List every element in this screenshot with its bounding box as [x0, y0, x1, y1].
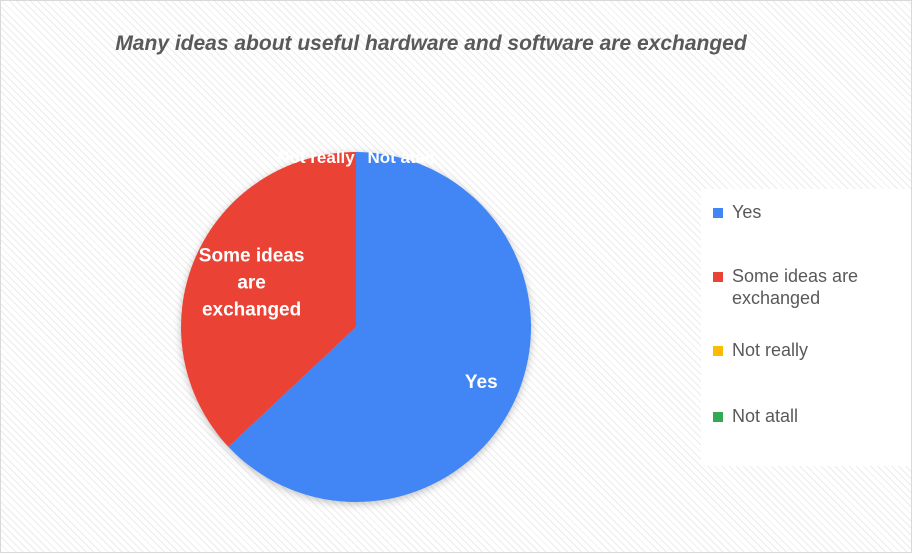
legend-item-not-really: Not really [713, 339, 908, 361]
legend-label-some-ideas: Some ideas are exchanged [732, 266, 859, 308]
legend-label-not-really: Not really [732, 340, 809, 360]
legend-label-yes: Yes [732, 202, 762, 222]
data-label-some-ideas-are-exchanged: Some ideas are exchanged [199, 245, 305, 320]
data-label-not-atall: Not atall [367, 148, 434, 167]
legend-swatch-not-really [713, 346, 723, 356]
data-label-yes: Yes [465, 372, 498, 393]
legend-item-yes: Yes [713, 201, 908, 223]
legend-item-not-atall: Not atall [713, 405, 908, 427]
pie-slice-yes [228, 152, 532, 502]
legend-swatch-some-ideas [713, 272, 723, 282]
legend-swatch-yes [713, 208, 723, 218]
pie-slice-some-ideas-are-exchanged [180, 152, 356, 447]
legend-label-not-atall: Not atall [732, 406, 799, 426]
legend: Yes Some ideas are exchanged Not really … [701, 189, 911, 466]
legend-swatch-not-atall [713, 412, 723, 422]
legend-item-some-ideas: Some ideas are exchanged [713, 265, 908, 309]
data-label-not-really: Not really [277, 148, 355, 167]
chart-title: Many ideas about useful hardware and sof… [115, 32, 747, 55]
